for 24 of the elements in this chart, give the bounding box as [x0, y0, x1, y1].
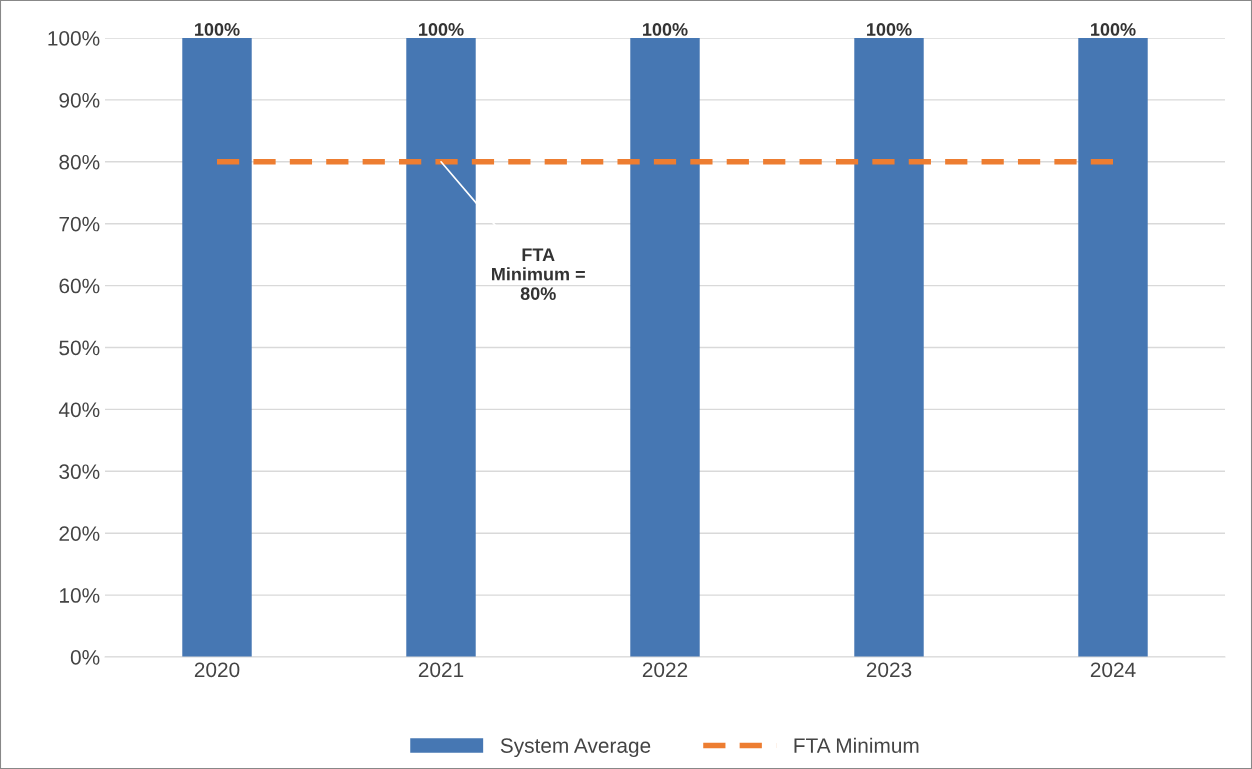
y-tick-label: 0% [70, 650, 100, 665]
x-tick-label: 2023 [866, 662, 912, 678]
x-tick-label: 2021 [418, 662, 464, 678]
data-label: 100% [195, 23, 240, 36]
y-tick-label: 40% [58, 402, 100, 418]
annotation: FTA Minimum = 80% [492, 248, 585, 300]
data-label: 100% [643, 23, 688, 36]
y-tick-label: 70% [59, 216, 100, 232]
legend-label: System Average [500, 738, 651, 758]
data-label: 100% [419, 23, 464, 36]
y-tick-label: 60% [59, 278, 100, 294]
x-tick-label: 2024 [1090, 662, 1136, 678]
y-tick-label: 80% [59, 154, 100, 170]
x-tick-label: 2020 [194, 662, 240, 678]
data-label: 100% [867, 23, 912, 36]
y-tick-label: 50% [59, 340, 100, 356]
y-tick-label: 10% [60, 588, 100, 603]
y-tick-label: 30% [59, 464, 100, 480]
y-tick-label: 90% [59, 92, 100, 108]
legend-label: FTA Minimum [794, 737, 919, 753]
data-label: 100% [1091, 23, 1136, 36]
y-tick-label: 100% [48, 31, 100, 46]
x-tick-label: 2022 [642, 662, 688, 678]
y-tick-label: 20% [59, 526, 100, 541]
